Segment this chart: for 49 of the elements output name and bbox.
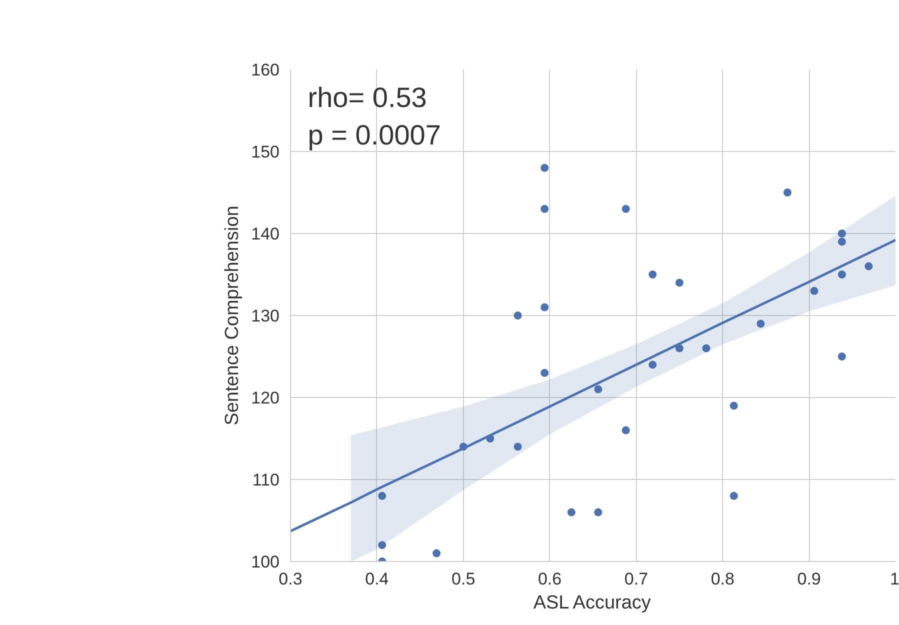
x-axis-title: ASL Accuracy <box>533 592 652 614</box>
point <box>864 262 873 270</box>
point <box>838 238 846 246</box>
point <box>540 204 549 213</box>
point <box>838 230 846 238</box>
x-tick-label: 0.5 <box>452 570 476 588</box>
point <box>648 360 657 369</box>
point <box>378 492 386 500</box>
point <box>514 312 522 320</box>
line-series <box>290 238 896 532</box>
y-tick-label: 100 <box>251 552 280 572</box>
point <box>838 270 846 278</box>
point <box>810 286 818 295</box>
x-tick-label: 0.4 <box>365 570 389 588</box>
point <box>622 204 630 213</box>
point <box>702 344 710 352</box>
x-tick-label: 0.7 <box>624 570 648 588</box>
point <box>730 492 738 500</box>
point <box>378 541 386 550</box>
point <box>514 442 522 451</box>
point <box>756 320 765 328</box>
x-tick-label: 0.8 <box>710 570 734 588</box>
point <box>675 344 684 352</box>
point <box>783 188 792 196</box>
annotation: p = 0.0007 <box>308 120 441 151</box>
point <box>622 426 630 434</box>
x-tick-label: 0.3 <box>278 570 302 588</box>
point <box>594 385 602 394</box>
point <box>540 303 549 312</box>
y-tick-label: 150 <box>251 142 280 162</box>
y-axis-title: Sentence Comprehension <box>222 206 244 426</box>
point <box>432 549 441 558</box>
point <box>594 508 602 516</box>
point <box>730 402 738 410</box>
annotation: rho= 0.53 <box>308 82 427 113</box>
point <box>838 352 846 360</box>
y-tick-label: 120 <box>251 388 280 408</box>
point <box>648 270 657 278</box>
x-tick-label: 0.9 <box>797 570 821 588</box>
point <box>567 508 576 516</box>
point <box>675 278 684 287</box>
y-tick-label: 160 <box>251 60 280 80</box>
point <box>540 368 549 377</box>
y-tick-label: 130 <box>251 306 280 326</box>
x-tick-label: 0.6 <box>538 570 562 588</box>
point <box>540 164 549 172</box>
y-tick-label: 140 <box>251 224 280 244</box>
x-tick-label: 1 <box>890 570 899 588</box>
y-tick-label: 110 <box>252 470 280 490</box>
